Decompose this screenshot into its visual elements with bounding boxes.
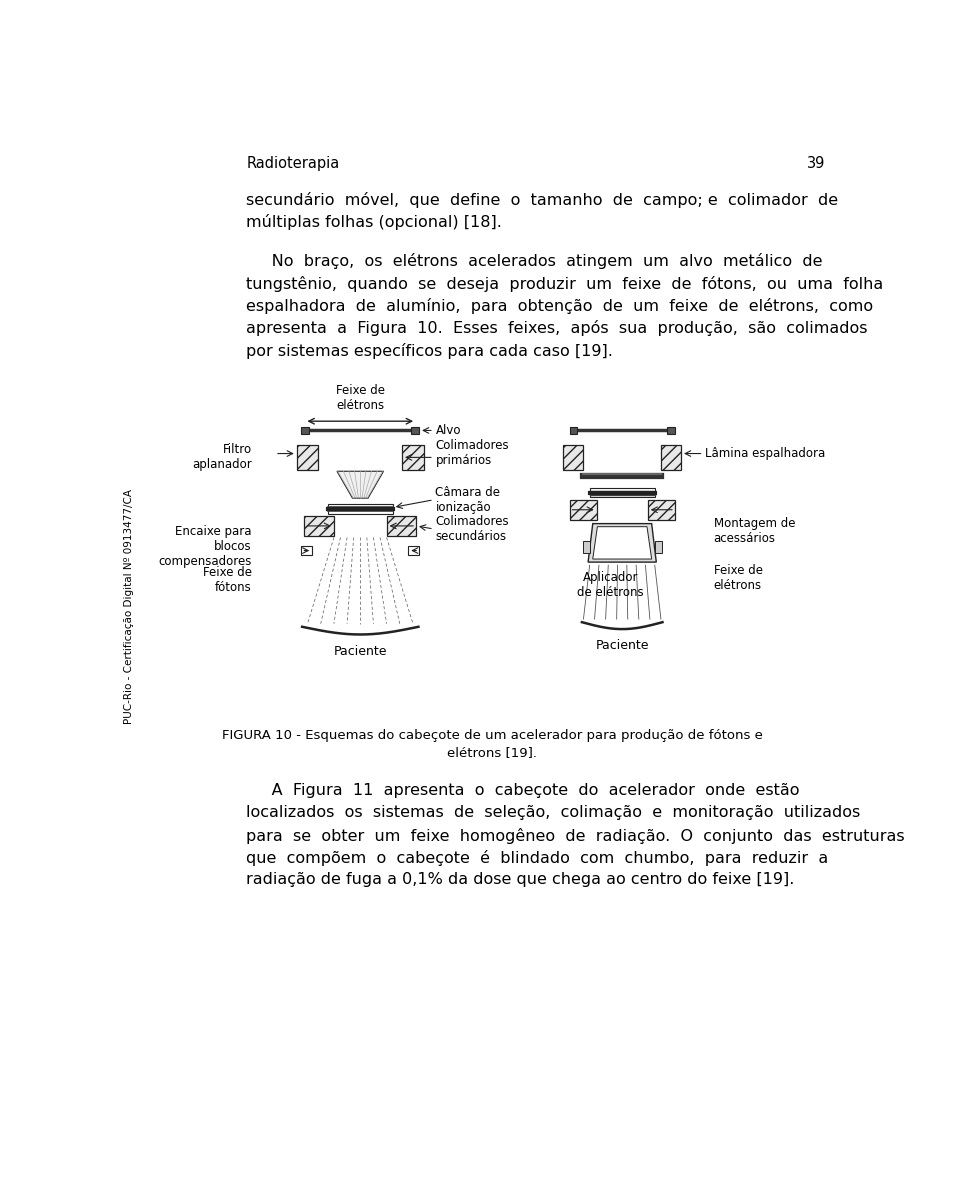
Bar xyxy=(402,445,423,469)
Polygon shape xyxy=(337,472,383,498)
Bar xyxy=(301,426,309,434)
Text: apresenta  a  Figura  10.  Esses  feixes,  após  sua  produção,  são  colimados: apresenta a Figura 10. Esses feixes, apó… xyxy=(247,320,868,336)
Text: que  compõem  o  cabeçote  é  blindado  com  chumbo,  para  reduzir  a: que compõem o cabeçote é blindado com ch… xyxy=(247,850,828,866)
Text: Filtro
aplanador: Filtro aplanador xyxy=(192,443,252,472)
Text: Encaixe para
blocos
compensadores: Encaixe para blocos compensadores xyxy=(158,526,252,569)
Text: No  braço,  os  elétrons  acelerados  atingem  um  alvo  metálico  de: No braço, os elétrons acelerados atingem… xyxy=(247,253,823,269)
Text: Feixe de
elétrons: Feixe de elétrons xyxy=(336,384,385,412)
Text: múltiplas folhas (opcional) [18].: múltiplas folhas (opcional) [18]. xyxy=(247,214,502,230)
Bar xyxy=(660,445,681,469)
Text: Radioterapia: Radioterapia xyxy=(247,156,340,170)
Bar xyxy=(408,546,420,556)
Bar xyxy=(569,426,577,434)
Bar xyxy=(387,516,416,536)
Text: Paciente: Paciente xyxy=(333,646,387,659)
Text: Lâmina espalhadora: Lâmina espalhadora xyxy=(706,448,826,460)
Text: para  se  obter  um  feixe  homogêneo  de  radiação.  O  conjunto  das  estrutur: para se obter um feixe homogêneo de radi… xyxy=(247,828,905,844)
Bar xyxy=(297,445,319,469)
Text: radiação de fuga a 0,1% da dose que chega ao centro do feixe [19].: radiação de fuga a 0,1% da dose que cheg… xyxy=(247,872,795,888)
Bar xyxy=(412,426,420,434)
Text: Alvo: Alvo xyxy=(436,424,461,437)
Bar xyxy=(648,499,675,520)
Text: Colimadores
secundários: Colimadores secundários xyxy=(436,515,509,542)
Text: Paciente: Paciente xyxy=(595,640,649,652)
Bar xyxy=(301,546,312,556)
Text: Colimadores
primários: Colimadores primários xyxy=(436,439,509,467)
Text: elétrons [19].: elétrons [19]. xyxy=(447,746,537,760)
Text: por sistemas específicos para cada caso [19].: por sistemas específicos para cada caso … xyxy=(247,343,613,359)
Text: Aplicador
de elétrons: Aplicador de elétrons xyxy=(577,571,644,599)
Text: tungstênio,  quando  se  deseja  produzir  um  feixe  de  fótons,  ou  uma  folh: tungstênio, quando se deseja produzir um… xyxy=(247,276,883,292)
Bar xyxy=(667,426,675,434)
Bar xyxy=(589,488,655,498)
Bar xyxy=(569,499,596,520)
Text: Feixe de
fótons: Feixe de fótons xyxy=(203,566,252,594)
Polygon shape xyxy=(588,523,657,562)
Text: espalhadora  de  alumínio,  para  obtenção  de  um  feixe  de  elétrons,  como: espalhadora de alumínio, para obtenção d… xyxy=(247,298,874,314)
Text: PUC-Rio - Certificação Digital Nº 0913477/CA: PUC-Rio - Certificação Digital Nº 091347… xyxy=(124,488,134,724)
Bar xyxy=(564,445,584,469)
Text: A  Figura  11  apresenta  o  cabeçote  do  acelerador  onde  estão: A Figura 11 apresenta o cabeçote do acel… xyxy=(247,784,800,798)
Bar xyxy=(304,516,334,536)
Text: Câmara de
ionização: Câmara de ionização xyxy=(436,486,500,514)
Text: localizados  os  sistemas  de  seleção,  colimação  e  monitoração  utilizados: localizados os sistemas de seleção, coli… xyxy=(247,805,860,821)
Text: Feixe de
elétrons: Feixe de elétrons xyxy=(713,564,762,592)
Bar xyxy=(327,504,393,514)
Text: secundário  móvel,  que  define  o  tamanho  de  campo; e  colimador  de: secundário móvel, que define o tamanho d… xyxy=(247,192,838,208)
Text: FIGURA 10 - Esquemas do cabeçote de um acelerador para produção de fótons e: FIGURA 10 - Esquemas do cabeçote de um a… xyxy=(222,730,762,742)
Bar xyxy=(583,540,589,553)
Polygon shape xyxy=(592,527,652,559)
Text: Montagem de
acessários: Montagem de acessários xyxy=(713,517,795,545)
Bar xyxy=(655,540,661,553)
Text: 39: 39 xyxy=(806,156,826,170)
